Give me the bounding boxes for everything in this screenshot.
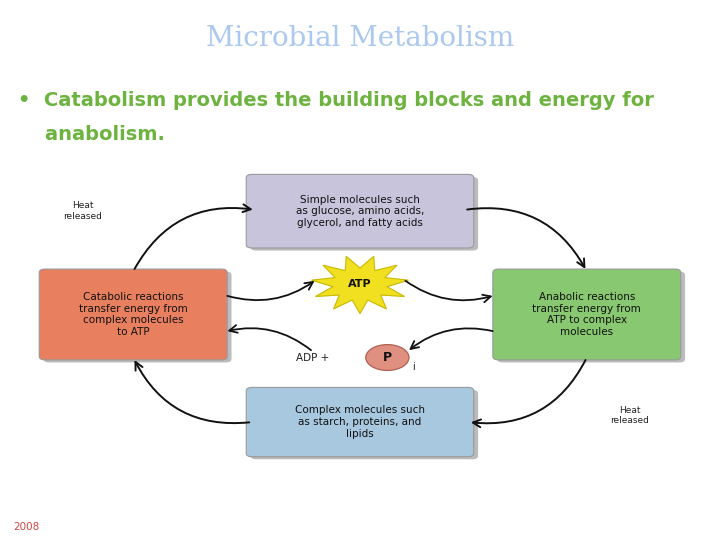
FancyBboxPatch shape <box>44 272 232 362</box>
Text: Microbial Metabolism: Microbial Metabolism <box>206 25 514 52</box>
FancyBboxPatch shape <box>492 269 680 360</box>
Text: i: i <box>413 362 415 372</box>
Text: 2008: 2008 <box>13 522 39 532</box>
Circle shape <box>366 345 409 370</box>
FancyBboxPatch shape <box>40 269 228 360</box>
FancyBboxPatch shape <box>497 272 685 362</box>
Text: Complex molecules such
as starch, proteins, and
lipids: Complex molecules such as starch, protei… <box>295 406 425 438</box>
FancyBboxPatch shape <box>246 174 474 248</box>
Text: Heat
released: Heat released <box>611 406 649 426</box>
Text: Heat
released: Heat released <box>63 201 102 221</box>
Text: Simple molecules such
as glucose, amino acids,
glycerol, and fatty acids: Simple molecules such as glucose, amino … <box>296 194 424 228</box>
Text: ATP: ATP <box>348 279 372 289</box>
Text: Anabolic reactions
transfer energy from
ATP to complex
molecules: Anabolic reactions transfer energy from … <box>532 292 642 337</box>
Text: ADP +: ADP + <box>296 353 329 362</box>
Text: •  Catabolism provides the building blocks and energy for: • Catabolism provides the building block… <box>18 91 654 110</box>
Text: Catabolic reactions
transfer energy from
complex molecules
to ATP: Catabolic reactions transfer energy from… <box>78 292 188 337</box>
FancyBboxPatch shape <box>251 177 478 251</box>
FancyBboxPatch shape <box>251 390 478 460</box>
Text: anabolism.: anabolism. <box>18 125 165 144</box>
Polygon shape <box>312 256 408 314</box>
Text: P: P <box>383 351 392 364</box>
FancyBboxPatch shape <box>246 387 474 457</box>
